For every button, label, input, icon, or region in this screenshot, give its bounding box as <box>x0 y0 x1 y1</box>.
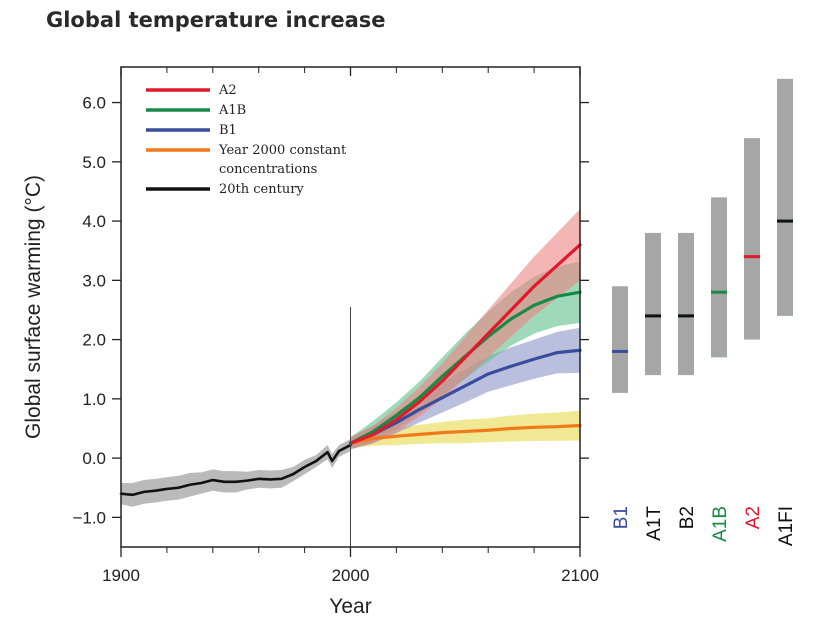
legend-label: A2 <box>218 83 237 98</box>
x-tick-label: 1900 <box>102 566 140 585</box>
range-bar-b2 <box>678 232 694 376</box>
legend-label: 20th century <box>219 182 304 197</box>
y-tick-label: −1.0 <box>72 508 106 527</box>
range-bar-a1b <box>711 197 727 358</box>
legend-label: A1B <box>218 103 246 118</box>
range-label-b2: B2 <box>677 506 698 529</box>
legend-label: concentrations <box>219 162 317 177</box>
line-20th-century <box>119 443 352 497</box>
legend-label: Year 2000 constant <box>218 143 347 158</box>
scenario-ranges: B1 A1T B2 A1B A2 A1FI <box>611 78 797 546</box>
y-tick-label: 4.0 <box>82 212 106 231</box>
y-tick-label: 6.0 <box>82 94 106 113</box>
chart-title: Global temperature increase <box>46 8 386 32</box>
x-tick-label: 2100 <box>561 566 599 585</box>
axis-ticks: −1.0 0.0 1.0 2.0 3.0 4.0 5.0 6.0 1900 2000 2100 <box>72 67 599 585</box>
y-tick-label: 1.0 <box>82 390 106 409</box>
band-a2 <box>350 209 580 450</box>
y-tick-label: 3.0 <box>82 271 106 290</box>
range-label-a1b: A1B <box>710 506 731 542</box>
y-tick-label: 0.0 <box>82 449 106 468</box>
range-bar-a2 <box>744 138 760 340</box>
range-bar-b1 <box>612 286 628 393</box>
series-lines <box>119 243 582 497</box>
legend: A2 A1B B1 Year 2000 constant concentrations 2… <box>146 83 347 197</box>
y-tick-label: 2.0 <box>82 331 106 350</box>
range-bar-a1fi <box>777 78 793 316</box>
band-year-2000-constant-concentrations <box>350 410 580 449</box>
y-tick-label: 5.0 <box>82 153 106 172</box>
range-label-b1: B1 <box>611 506 632 529</box>
x-axis-label: Year <box>329 595 371 618</box>
y-axis-label: Global surface warming (°C) <box>22 175 45 439</box>
band-20th-century <box>121 439 351 507</box>
x-tick-label: 2000 <box>332 566 370 585</box>
range-label-a1t: A1T <box>644 506 665 541</box>
range-bar-a1t <box>645 232 661 376</box>
range-label-a1fi: A1FI <box>776 506 797 546</box>
legend-label: B1 <box>219 123 237 138</box>
range-label-a2: A2 <box>743 506 764 529</box>
